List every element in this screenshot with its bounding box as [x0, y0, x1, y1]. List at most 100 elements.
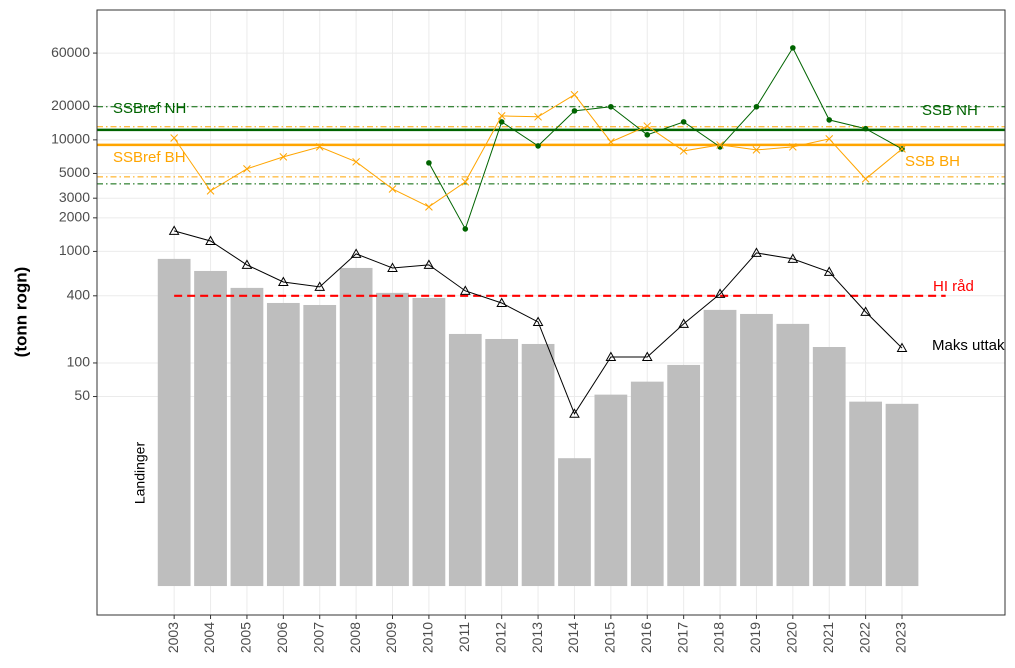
x-tick-label: 2012 [492, 622, 508, 653]
bar [448, 333, 482, 587]
marker [680, 119, 687, 125]
bar [885, 403, 919, 587]
y-tick-label: 400 [67, 287, 91, 303]
x-tick-label: 2017 [674, 622, 690, 653]
marker [496, 297, 508, 307]
y-tick-label: 100 [67, 354, 91, 370]
series-label: SSB BH [905, 153, 960, 170]
marker [388, 185, 397, 193]
marker [570, 90, 579, 99]
x-tick-label: 2016 [638, 622, 654, 653]
x-tick-label: 2010 [420, 622, 436, 653]
y-tick-label: 3000 [59, 189, 90, 205]
marker [898, 145, 906, 153]
marker [243, 164, 251, 173]
marker [752, 146, 761, 154]
series-line [428, 46, 903, 231]
marker [896, 342, 908, 353]
marker [170, 134, 179, 142]
bar [594, 394, 628, 587]
marker [641, 351, 653, 362]
panel-border [96, 9, 1006, 616]
x-tick-label: 2023 [893, 622, 909, 653]
marker [168, 225, 180, 235]
marker [459, 285, 471, 295]
marker [608, 103, 614, 110]
y-tick-label: 1000 [59, 242, 90, 258]
x-tick-label: 2022 [856, 622, 872, 653]
marker [823, 266, 835, 276]
marker [607, 137, 615, 146]
bar [812, 347, 846, 587]
bar [303, 304, 337, 587]
marker [534, 112, 542, 121]
marker [387, 262, 398, 272]
marker [426, 160, 432, 166]
marker [860, 306, 871, 316]
marker [753, 103, 760, 110]
bar [339, 267, 373, 587]
bar [558, 458, 591, 587]
bar [157, 258, 191, 587]
marker [315, 143, 324, 151]
marker [314, 281, 326, 291]
y-tick-label: 2000 [59, 209, 90, 225]
bar [412, 297, 446, 587]
bar [667, 364, 701, 587]
series-label: SSB NH [922, 102, 978, 119]
x-tick-label: 2019 [747, 622, 763, 653]
marker [644, 132, 651, 138]
x-tick-label: 2007 [310, 622, 326, 653]
marker [751, 247, 762, 257]
x-tick-label: 2009 [383, 622, 399, 653]
y-tick-label: 20000 [51, 97, 90, 113]
marker [462, 226, 469, 232]
bar [776, 323, 810, 587]
bar [630, 381, 664, 587]
bar [266, 302, 300, 587]
marker [241, 259, 253, 269]
marker [205, 235, 216, 245]
marker [826, 117, 833, 123]
y-tick-label: 5000 [59, 164, 90, 180]
bar [376, 292, 409, 587]
bar [849, 401, 882, 587]
y-tick-label: 50 [74, 387, 90, 403]
x-tick-label: 2014 [565, 622, 581, 653]
marker [350, 248, 362, 258]
bar [485, 338, 519, 587]
y-tick-label: 60000 [51, 44, 90, 60]
reference-label: HI råd [933, 278, 974, 295]
marker [605, 351, 617, 362]
marker [643, 122, 652, 130]
x-tick-label: 2003 [165, 622, 181, 653]
x-tick-label: 2020 [784, 622, 800, 653]
marker [206, 187, 215, 195]
bar [194, 270, 227, 587]
marker [825, 135, 834, 143]
reference-label: SSBref BH [113, 149, 186, 166]
marker [788, 143, 797, 151]
bar [740, 313, 773, 587]
marker [352, 157, 360, 166]
x-tick-label: 2018 [711, 622, 727, 653]
marker [787, 253, 799, 263]
marker [461, 178, 470, 186]
series-label: Maks uttak [932, 337, 1005, 354]
marker [569, 408, 580, 418]
y-axis-label: (tonn rogn) [11, 267, 30, 358]
marker [423, 259, 435, 269]
marker [861, 175, 870, 183]
marker [714, 288, 726, 298]
x-tick-label: 2013 [529, 622, 545, 653]
x-tick-label: 2005 [238, 622, 254, 653]
marker [790, 45, 796, 51]
marker [277, 276, 289, 286]
bar [521, 343, 555, 587]
marker [716, 141, 724, 149]
x-tick-label: 2004 [201, 622, 217, 653]
marker [535, 143, 541, 149]
x-tick-label: 2021 [820, 622, 836, 653]
